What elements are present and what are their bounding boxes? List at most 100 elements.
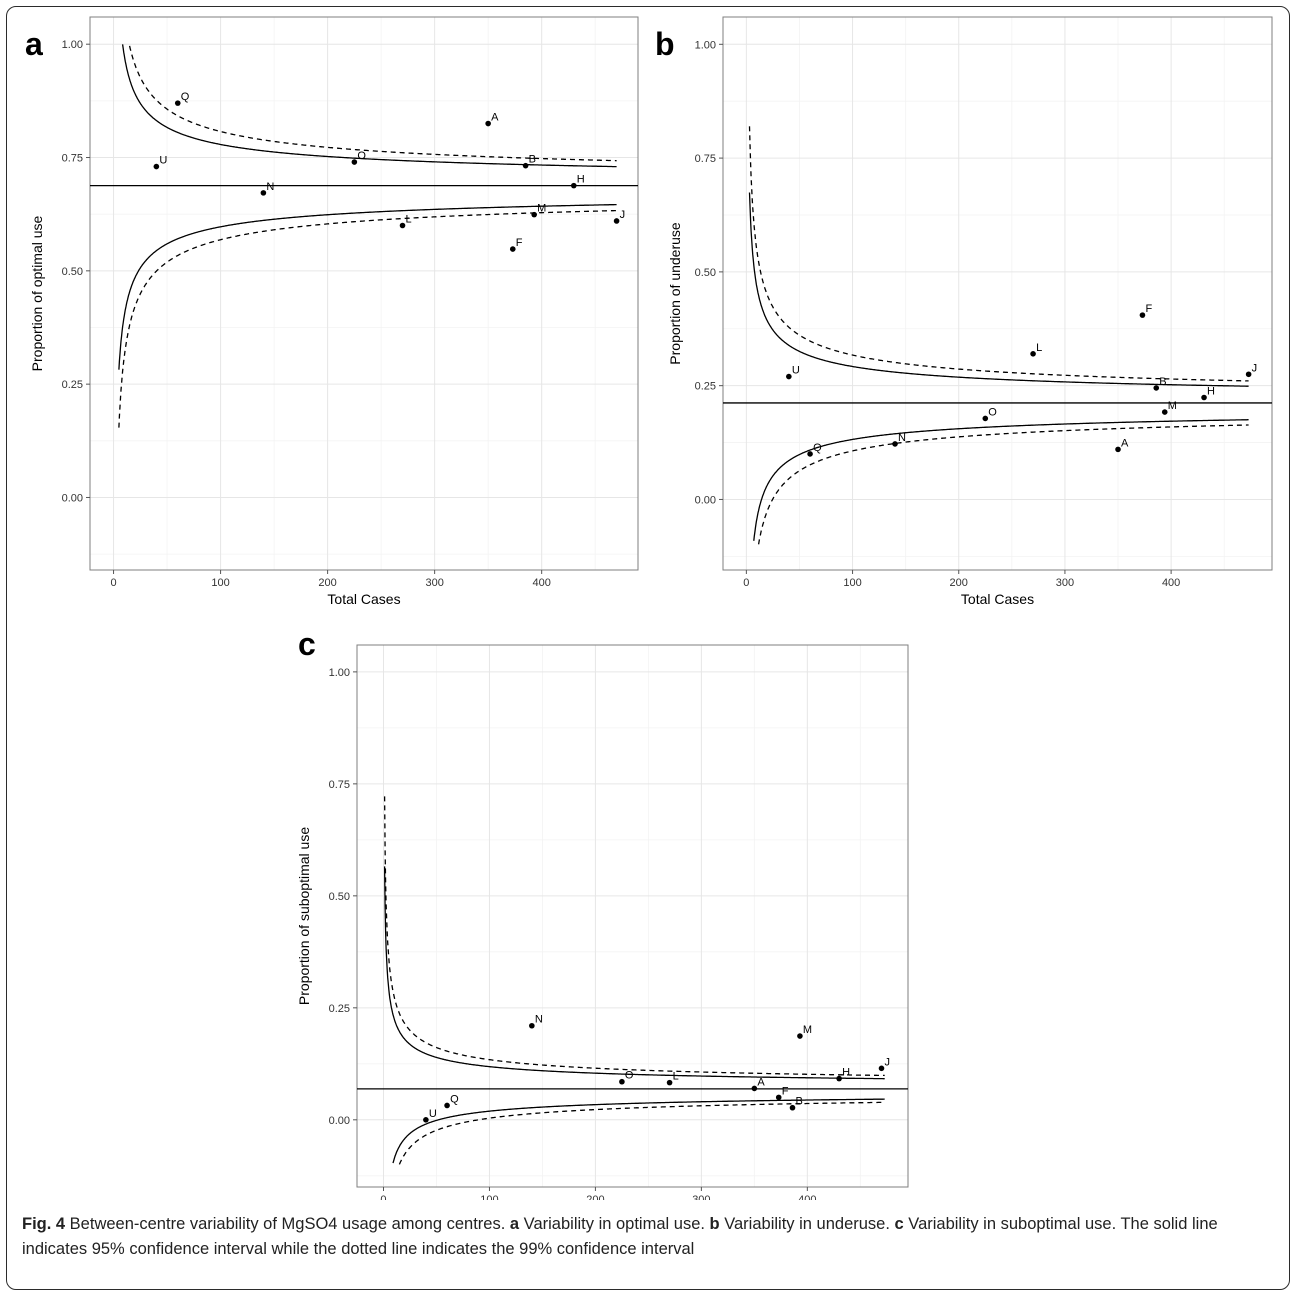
x-tick-label: 200	[950, 577, 968, 589]
data-point-H	[1201, 394, 1207, 401]
panel-label: b	[655, 26, 675, 62]
data-point-H	[836, 1075, 842, 1082]
point-label-Q: Q	[181, 91, 190, 103]
x-tick-label: 0	[380, 1194, 386, 1200]
caption-c-label: c	[894, 1215, 904, 1233]
data-point-Q	[807, 451, 813, 457]
data-point-A	[751, 1085, 758, 1092]
x-tick-label: 400	[1162, 577, 1180, 589]
point-label-L: L	[1036, 342, 1042, 354]
y-tick-label: 1.00	[62, 39, 83, 51]
y-tick-label: 0.50	[62, 266, 83, 278]
x-tick-label: 300	[692, 1194, 710, 1200]
data-point-B	[522, 162, 529, 169]
lower-99-limit	[398, 1101, 885, 1165]
data-point-J	[878, 1065, 885, 1072]
control-limits	[723, 126, 1272, 545]
data-point-O	[982, 415, 989, 422]
plot-border	[356, 644, 909, 1188]
data-point-M	[1161, 409, 1168, 415]
point-label-H: H	[1207, 386, 1215, 398]
x-tick-label: 200	[586, 1194, 604, 1200]
caption-a-label: a	[509, 1215, 520, 1233]
point-label-O: O	[357, 150, 366, 162]
data-point-N	[529, 1022, 535, 1029]
upper-95-limit	[121, 44, 617, 168]
data-point-O	[351, 159, 358, 165]
point-label-N: N	[898, 432, 906, 444]
y-tick-label: 0.25	[329, 1003, 350, 1015]
data-point-A	[485, 120, 491, 127]
upper-99-limit	[383, 796, 885, 1077]
x-tick-label: 0	[110, 577, 116, 589]
point-label-N: N	[266, 181, 274, 193]
point-label-B: B	[796, 1096, 803, 1108]
data-point-O	[619, 1078, 625, 1085]
point-label-F: F	[516, 237, 523, 249]
y-axis-title: Proportion of suboptimal use	[296, 827, 312, 1005]
point-label-F: F	[782, 1085, 789, 1097]
y-tick-label: 0.50	[329, 891, 350, 903]
panel-label: a	[25, 26, 43, 62]
y-tick-label: 0.25	[695, 381, 716, 393]
lower-99-limit	[757, 424, 1249, 545]
point-label-H: H	[577, 174, 585, 186]
y-axis-title: Proportion of underuse	[667, 222, 683, 365]
x-tick-label: 400	[798, 1194, 816, 1200]
y-tick-label: 1.00	[329, 667, 350, 679]
upper-95-limit	[383, 866, 885, 1080]
data-point-U	[153, 163, 160, 170]
gridlines	[357, 645, 908, 1187]
data-point-B	[1153, 385, 1160, 391]
data-point-J	[613, 218, 620, 224]
gridlines	[723, 17, 1272, 570]
point-label-M: M	[1168, 400, 1177, 412]
data-point-H	[570, 182, 577, 189]
point-label-J: J	[1252, 362, 1258, 374]
x-tick-label: 300	[425, 577, 443, 589]
upper-95-limit	[748, 192, 1249, 387]
point-label-F: F	[1145, 303, 1152, 315]
caption-fig-label: Fig. 4	[22, 1215, 66, 1233]
control-limits	[357, 796, 908, 1165]
lower-95-limit	[118, 203, 617, 370]
point-label-L: L	[406, 214, 412, 226]
point-label-O: O	[625, 1070, 634, 1082]
y-tick-label: 1.00	[695, 39, 716, 51]
chart-panel-a: 0 100 200 300 400 0.00 0.25 0.50 0.75 1.00 Total C…	[25, 16, 639, 607]
point-label-B: B	[529, 154, 536, 166]
caption-b-label: b	[709, 1215, 720, 1233]
point-label-A: A	[757, 1076, 765, 1088]
data-point-J	[1245, 371, 1252, 378]
data-point-L	[399, 222, 406, 229]
x-tick-label: 0	[743, 577, 749, 589]
caption-intro: Between-centre variability of MgSO4 usag…	[65, 1215, 510, 1233]
caption-c-text: Variability in suboptimal use. The solid…	[22, 1215, 1218, 1258]
point-label-J: J	[885, 1056, 891, 1068]
data-point-L	[1030, 351, 1036, 357]
point-label-O: O	[988, 406, 997, 418]
gridlines	[90, 17, 638, 570]
point-label-M: M	[803, 1024, 812, 1036]
point-label-Q: Q	[813, 442, 822, 454]
data-point-B	[789, 1104, 796, 1111]
x-tick-label: 100	[211, 577, 229, 589]
point-label-H: H	[842, 1067, 850, 1079]
data-point-F	[1139, 312, 1146, 318]
data-point-Q	[444, 1102, 450, 1109]
point-label-N: N	[535, 1014, 543, 1026]
panel-label: c	[298, 626, 316, 662]
y-tick-label: 0.00	[695, 494, 716, 506]
lower-95-limit	[753, 419, 1249, 541]
data-point-L	[666, 1079, 673, 1086]
y-tick-label: 0.00	[62, 492, 83, 504]
data-point-F	[775, 1094, 782, 1101]
point-label-U: U	[429, 1108, 437, 1120]
point-label-A: A	[1121, 437, 1129, 449]
point-label-J: J	[620, 209, 626, 221]
data-point-N	[892, 441, 898, 447]
y-tick-label: 0.75	[62, 153, 83, 165]
point-label-U: U	[159, 155, 167, 167]
control-limits	[90, 44, 638, 428]
